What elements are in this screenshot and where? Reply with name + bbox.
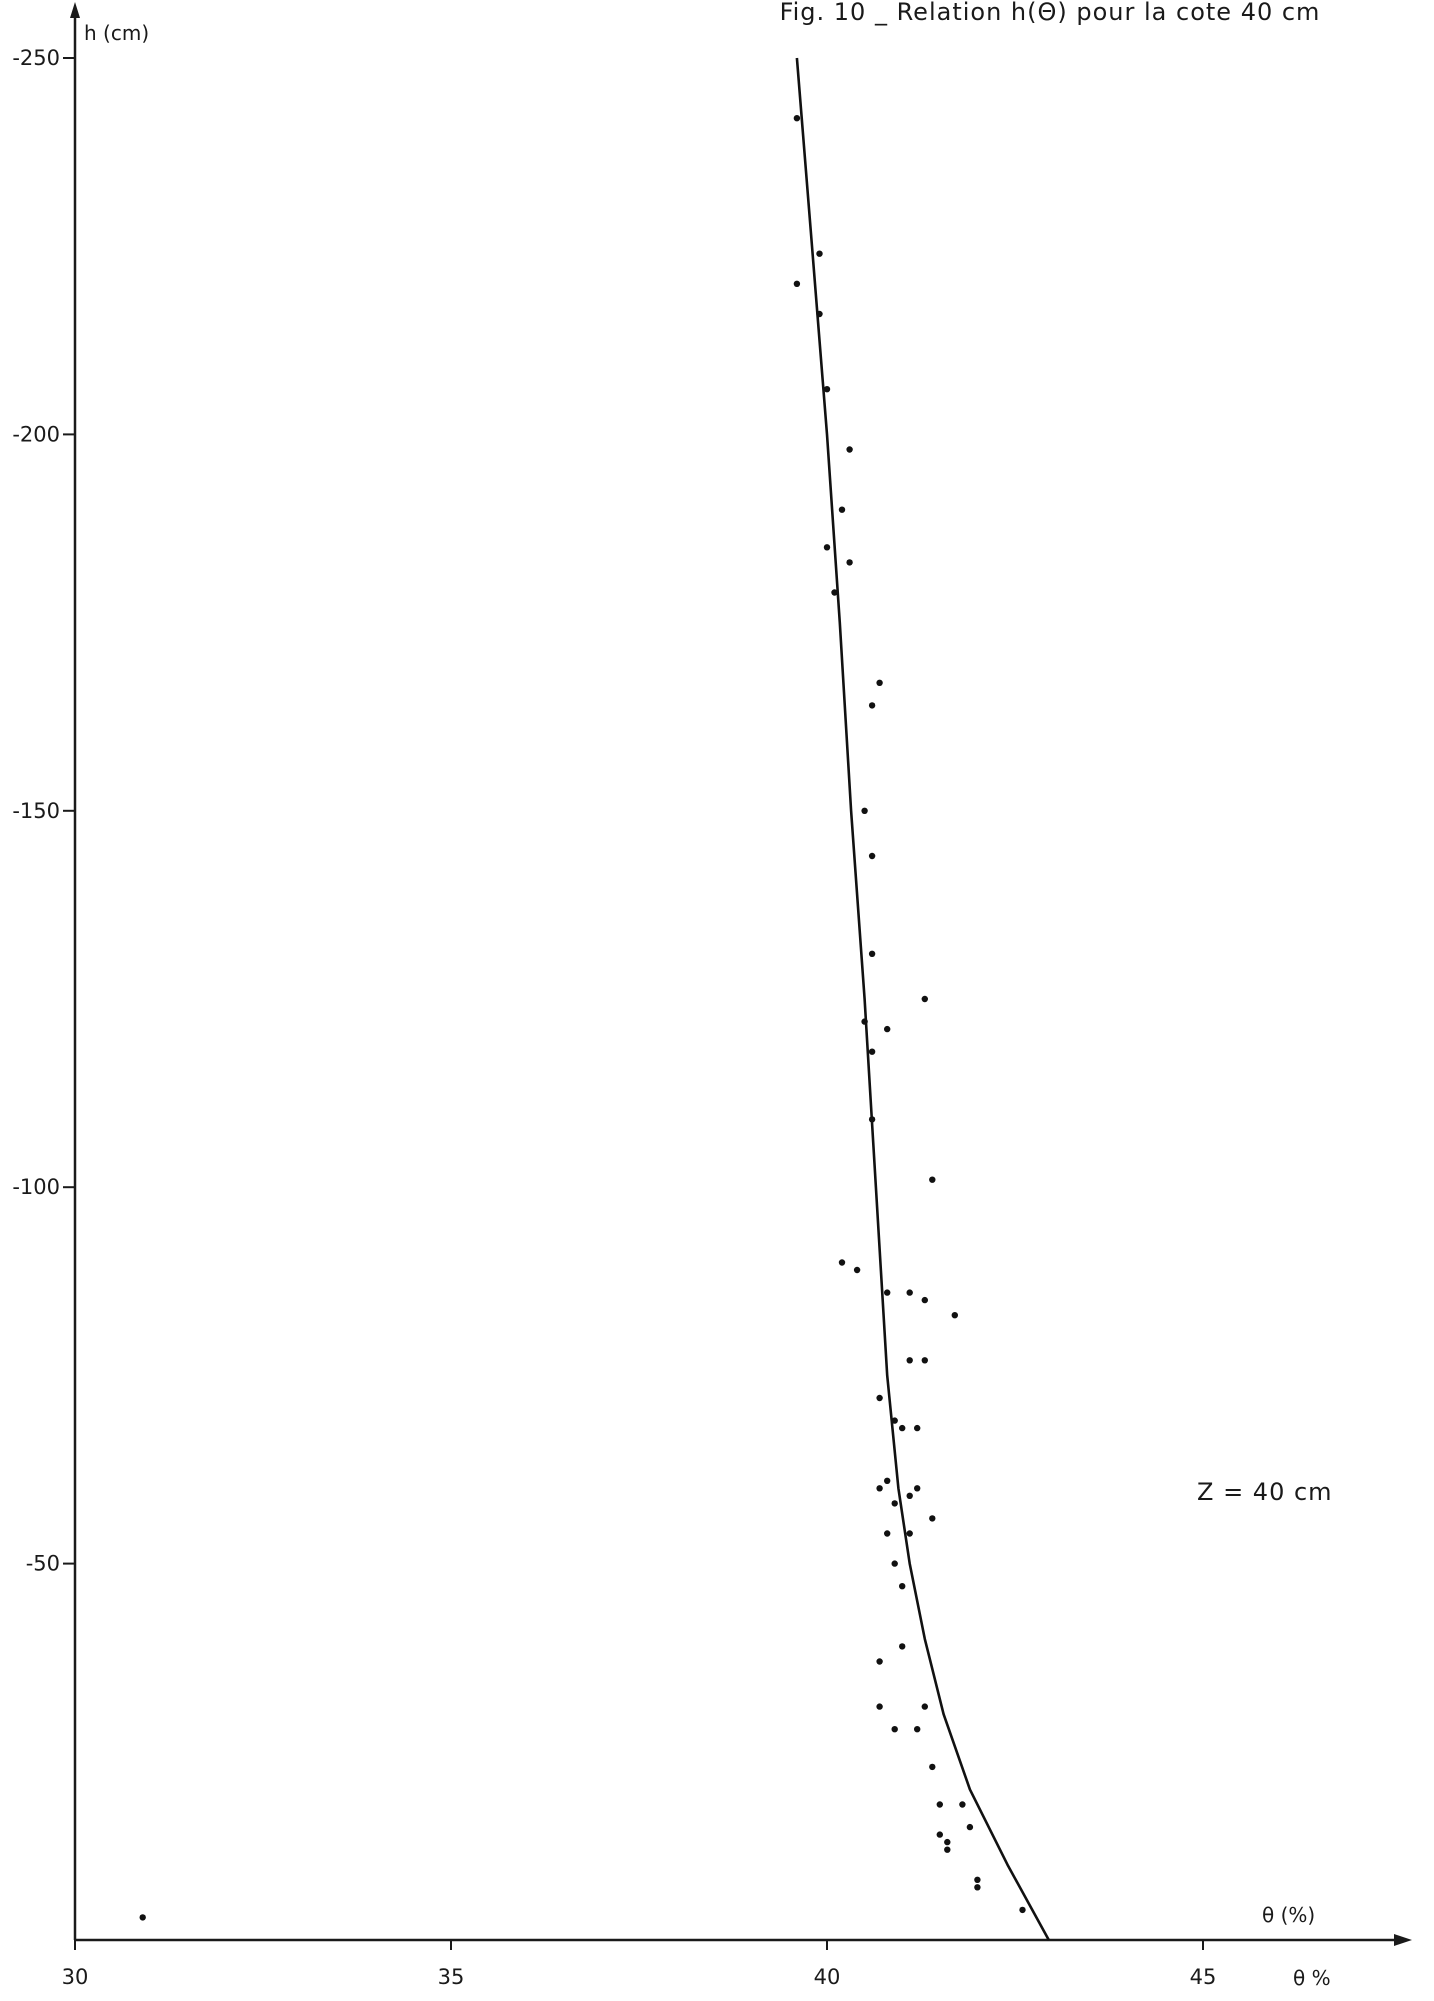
y-tick-label-200: -200	[12, 422, 60, 446]
data-point	[1019, 1906, 1026, 1914]
data-point	[974, 1884, 981, 1891]
x-tick-label-30: 30	[62, 1965, 89, 1989]
data-point	[868, 852, 876, 860]
data-point	[914, 1485, 921, 1492]
x-tick-label-45: 45	[1190, 1965, 1217, 1989]
y-tick-label-150: -150	[12, 799, 60, 823]
fitted-curve	[795, 57, 1050, 1941]
y-tick-label-100: -100	[12, 1175, 60, 1199]
y-tick-label-250: -250	[12, 46, 60, 70]
data-point	[876, 679, 883, 686]
x-axis-label: θ (%)	[1262, 1903, 1315, 1927]
axis-ticks: 30 35 40 45 -50 -100 -150 -200 -250	[12, 46, 1216, 1989]
data-point	[884, 1289, 891, 1296]
data-point	[838, 1259, 846, 1266]
data-point	[816, 250, 823, 257]
data-point	[921, 1357, 928, 1364]
data-point	[906, 1530, 913, 1537]
annotation-z: Z = 40 cm	[1197, 1478, 1333, 1506]
data-point	[838, 506, 846, 513]
data-point	[868, 950, 876, 957]
data-point	[891, 1500, 898, 1507]
data-point	[823, 386, 831, 393]
data-point	[906, 1357, 913, 1364]
y-axis-arrow	[70, 2, 80, 18]
data-point	[861, 807, 868, 814]
data-point	[944, 1846, 951, 1853]
data-point	[921, 1296, 928, 1304]
data-point	[959, 1801, 966, 1808]
data-point	[921, 1703, 928, 1710]
x-axis-label-end: θ %	[1293, 1966, 1331, 1990]
data-point	[974, 1876, 981, 1884]
x-tick-label-35: 35	[438, 1965, 465, 1989]
data-point	[929, 1763, 936, 1771]
data-point	[868, 702, 876, 709]
data-point	[899, 1583, 906, 1590]
data-point	[846, 559, 853, 566]
data-point	[853, 1266, 861, 1274]
data-point	[876, 1485, 883, 1492]
data-point	[884, 1025, 891, 1033]
data-point	[884, 1477, 891, 1485]
data-point	[793, 115, 801, 122]
data-marks	[139, 57, 1050, 1941]
data-point	[936, 1801, 943, 1808]
data-point	[899, 1424, 906, 1432]
data-point	[823, 544, 831, 551]
data-point	[951, 1312, 958, 1319]
x-axis-arrow	[1394, 1934, 1412, 1946]
data-point	[891, 1560, 898, 1567]
data-point	[891, 1726, 898, 1733]
data-point	[868, 1048, 876, 1055]
data-point	[914, 1424, 921, 1432]
data-point	[929, 1515, 936, 1522]
data-point	[914, 1726, 921, 1733]
data-point	[966, 1823, 974, 1831]
data-point	[831, 589, 838, 596]
data-point	[876, 1658, 883, 1665]
data-point	[906, 1289, 913, 1296]
data-point	[929, 1176, 936, 1183]
data-point	[899, 1643, 906, 1650]
data-point	[876, 1703, 883, 1710]
data-point	[936, 1831, 943, 1838]
data-point	[876, 1394, 883, 1402]
y-tick-label-50: -50	[26, 1552, 60, 1576]
chart-title: Fig. 10 _ Relation h(Θ) pour la cote 40 …	[780, 0, 1321, 26]
data-point	[846, 446, 853, 453]
data-point	[139, 1914, 146, 1921]
y-axis-label: h (cm)	[84, 21, 149, 45]
data-point	[906, 1492, 913, 1500]
x-tick-label-40: 40	[814, 1965, 841, 1989]
data-point	[793, 280, 801, 287]
data-point	[884, 1530, 891, 1537]
data-point	[944, 1838, 951, 1846]
data-point	[921, 995, 928, 1003]
